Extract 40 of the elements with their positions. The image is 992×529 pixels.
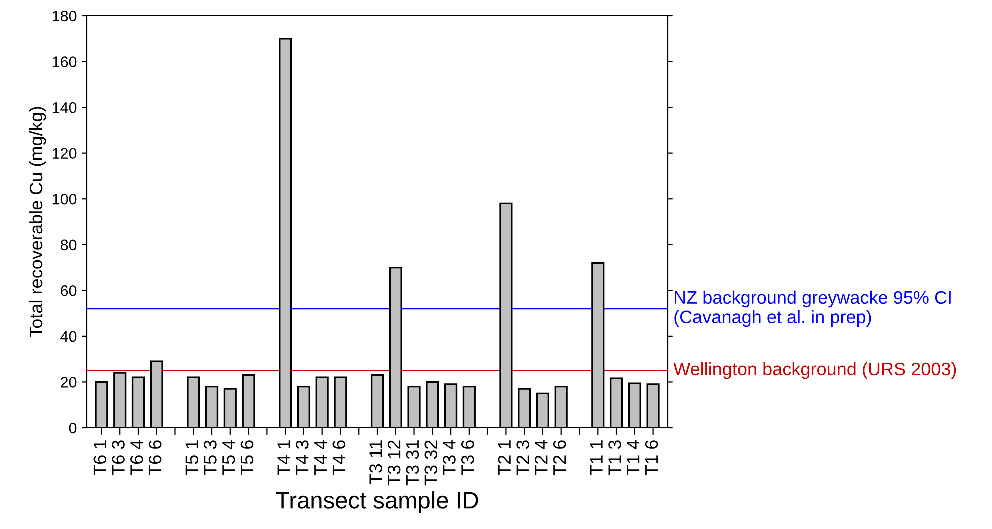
ref-line-label: NZ background greywacke 95% CI (Cavanagh et al. in prep)	[674, 290, 951, 328]
x-tick-label: T6 1	[94, 440, 107, 476]
x-tick-label: T2 4	[535, 440, 548, 476]
y-tick-label: 120	[52, 148, 77, 160]
y-tick-label: 20	[61, 377, 77, 388]
x-tick-label: T6 3	[112, 440, 125, 476]
x-tick-label: T3 11	[370, 440, 382, 484]
x-tick-label: T4 1	[278, 440, 290, 476]
x-tick-label: T1 4	[627, 440, 640, 476]
x-tick-label: T4 6	[332, 440, 346, 476]
x-tick-label: T2 1	[498, 440, 511, 476]
y-tick-label: 0	[69, 422, 77, 434]
x-tick-label: T4 3	[296, 440, 309, 476]
x-axis-title: Transect sample ID	[276, 492, 478, 514]
y-tick-label: 40	[60, 331, 77, 342]
x-tick-label: T4 4	[314, 440, 328, 476]
y-tick-label: 160	[52, 56, 77, 68]
x-tick-label: T5 3	[204, 440, 217, 476]
x-tick-label: T5 1	[186, 440, 198, 476]
x-tick-label: T5 6	[240, 440, 254, 476]
x-tick-label: T6 4	[130, 440, 144, 476]
x-tick-label: T3 4	[443, 440, 456, 476]
x-tick-label: T1 3	[608, 440, 622, 476]
x-tick-label: T3 31	[406, 440, 420, 486]
y-tick-label: 100	[52, 194, 77, 205]
x-tick-label: T1 6	[645, 440, 658, 476]
y-tick-label: 180	[52, 10, 77, 22]
y-tick-label: 60	[61, 286, 77, 296]
x-tick-label: T3 6	[461, 440, 474, 476]
y-axis-title: Total recoverable Cu (mg/kg)	[29, 107, 46, 338]
x-tick-label: T3 12	[388, 440, 401, 486]
x-tick-label: T1 1	[590, 440, 603, 476]
x-tick-label: T2 3	[516, 440, 530, 476]
x-tick-label: T5 4	[222, 440, 236, 476]
x-tick-label: T6 6	[148, 440, 162, 476]
y-tick-label: 140	[52, 102, 77, 114]
x-tick-label: T2 6	[553, 440, 566, 476]
y-tick-label: 80	[60, 240, 77, 251]
x-tick-label: T3 32	[424, 440, 438, 486]
ref-line-label: Wellington background (URS 2003)	[674, 362, 956, 380]
